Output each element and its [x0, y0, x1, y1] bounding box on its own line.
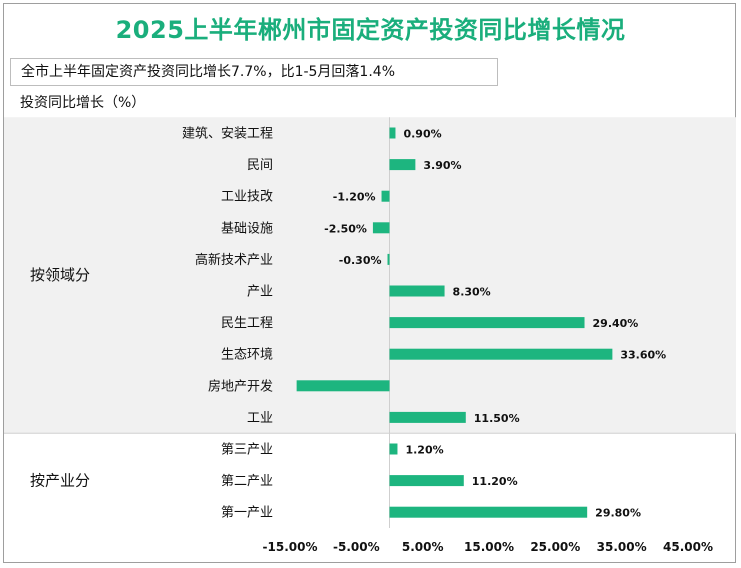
bar — [389, 411, 466, 423]
x-tick-label: 15.00% — [464, 540, 514, 554]
x-tick-label: -5.00% — [333, 540, 380, 554]
group-label: 按产业分 — [30, 472, 90, 490]
bar — [389, 443, 398, 455]
bar — [296, 380, 390, 392]
labels-layer: 建筑、安装工程 0.90% 民间 3.90% 工业技改 -1.20% 基础设施 -2.50% 高… — [30, 126, 713, 555]
category-label: 工业技改 — [221, 190, 273, 205]
bar — [389, 348, 613, 360]
category-label: 生态环境 — [221, 348, 273, 363]
category-label: 建筑、安装工程 — [182, 126, 273, 142]
x-tick-label: 5.00% — [402, 540, 444, 554]
category-label: 工业 — [247, 411, 273, 426]
data-label: 1.20% — [405, 444, 443, 457]
bar — [381, 190, 390, 202]
category-label: 产业 — [247, 285, 273, 300]
unit-label: 投资同比增长（%） — [20, 95, 146, 111]
bar — [389, 285, 445, 297]
category-label: 第一产业 — [221, 506, 273, 521]
bar — [389, 317, 585, 329]
data-label: 29.40% — [593, 317, 639, 330]
category-label: 第三产业 — [221, 443, 273, 458]
data-label: 11.50% — [474, 412, 520, 425]
category-label: 高新技术产业 — [195, 252, 273, 268]
bar — [387, 253, 390, 265]
x-tick-label: 45.00% — [663, 540, 713, 554]
category-label: 房地产开发 — [208, 378, 273, 394]
data-label: 3.90% — [423, 159, 461, 172]
data-label: 0.90% — [403, 128, 441, 141]
category-label: 民间 — [247, 158, 273, 173]
bar — [372, 222, 390, 234]
category-label: 基础设施 — [221, 221, 273, 236]
data-label: -2.50% — [324, 222, 367, 235]
bar — [389, 475, 464, 487]
category-label: 民生工程 — [221, 316, 273, 331]
group-label: 按领域分 — [30, 266, 90, 284]
data-label: 11.20% — [472, 475, 518, 488]
bar — [389, 159, 416, 171]
x-tick-label: -15.00% — [263, 540, 318, 554]
x-tick-label: 25.00% — [530, 540, 580, 554]
data-label: 33.60% — [620, 349, 666, 362]
data-label: 8.30% — [453, 286, 491, 299]
data-label: 29.80% — [595, 507, 641, 520]
bar — [389, 127, 396, 139]
chart-title: 2025上半年郴州市固定资产投资同比增长情况 — [115, 16, 626, 44]
data-label: -1.20% — [333, 191, 376, 204]
data-label: -0.30% — [339, 254, 382, 267]
category-label: 第二产业 — [221, 474, 273, 489]
bars-layer — [296, 127, 613, 518]
x-tick-label: 35.00% — [597, 540, 647, 554]
bar — [389, 506, 588, 518]
chart-subtitle: 全市上半年固定资产投资同比增长7.7%，比1-5月回落1.4% — [10, 58, 498, 86]
